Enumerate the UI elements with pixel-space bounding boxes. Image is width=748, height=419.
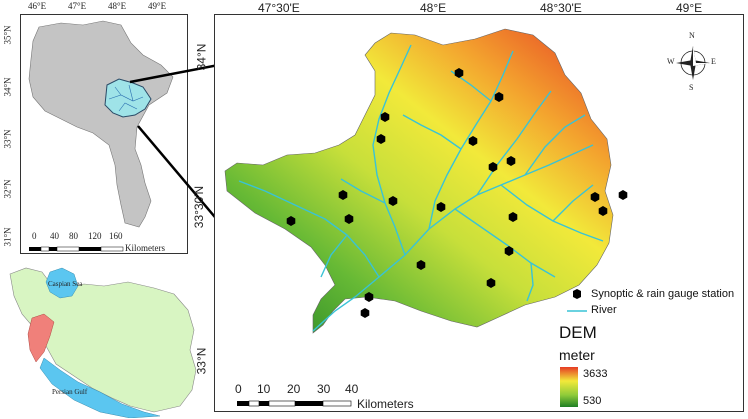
main-scale-0: 0 bbox=[235, 382, 242, 396]
gauge-station-marker-20 bbox=[364, 292, 374, 302]
gauge-station-marker-18 bbox=[416, 260, 426, 270]
gauge-station-marker-8 bbox=[338, 190, 348, 200]
main-lon-48-30: 48°30'E bbox=[540, 1, 582, 15]
legend-dem-min: 530 bbox=[583, 395, 602, 407]
inset-scale-80: 80 bbox=[69, 231, 78, 241]
gauge-station-marker-11 bbox=[286, 216, 296, 226]
inset-scale-120: 120 bbox=[88, 231, 102, 241]
gauge-station-marker-4 bbox=[468, 136, 478, 146]
main-lat-33-30: 33°30'N bbox=[192, 185, 207, 229]
inset-lon-49: 49°E bbox=[148, 1, 167, 11]
gauge-station-marker-1 bbox=[454, 68, 464, 78]
gauge-station-marker-5 bbox=[376, 134, 386, 144]
main-lon-48: 48°E bbox=[420, 1, 447, 15]
inset-lon-46: 46°E bbox=[28, 1, 47, 11]
gauge-station-marker-16 bbox=[508, 212, 518, 222]
gauge-station-marker-14 bbox=[598, 206, 608, 216]
stations-layer bbox=[286, 68, 628, 318]
inset-lat-33: 33°N bbox=[2, 129, 13, 149]
persian-gulf-label: Persian Gulf bbox=[52, 388, 88, 396]
gauge-station-marker-17 bbox=[504, 246, 514, 256]
inset-lon-47: 47°E bbox=[68, 1, 87, 11]
basin-dem-shape bbox=[224, 28, 614, 334]
dem-graphic bbox=[224, 28, 710, 407]
gauge-station-marker-21 bbox=[360, 308, 370, 318]
gauge-station-marker-6 bbox=[488, 162, 498, 172]
inset-lat-34: 34°N bbox=[2, 77, 13, 97]
river-network bbox=[238, 44, 604, 332]
province-inset-graphic bbox=[28, 20, 174, 252]
compass-w-label: W bbox=[667, 57, 675, 66]
gauge-station-marker-12 bbox=[344, 214, 354, 224]
inset-lat-32: 32°N bbox=[2, 179, 13, 199]
inset-scale-0: 0 bbox=[32, 231, 37, 241]
legend-river-label: River bbox=[591, 304, 617, 316]
main-lat-33: 33°N bbox=[194, 347, 209, 375]
province-inset-map: 0 40 80 120 160 Kilometers bbox=[20, 14, 188, 254]
compass-icon bbox=[676, 46, 710, 80]
gauge-station-marker-7 bbox=[506, 156, 516, 166]
legend-dem-unit: meter bbox=[559, 347, 595, 363]
main-scale-10: 10 bbox=[257, 382, 271, 396]
inset-lat-35: 35°N bbox=[2, 25, 13, 45]
main-scale-30: 30 bbox=[317, 382, 331, 396]
compass-s-label: S bbox=[689, 83, 694, 92]
basin-inset-rivers bbox=[108, 84, 144, 112]
main-lon-49: 49°E bbox=[676, 1, 703, 15]
basin-inset-shape bbox=[104, 78, 152, 118]
persian-gulf-shape bbox=[39, 357, 161, 418]
caspian-sea-shape bbox=[45, 267, 79, 299]
caspian-label: Caspian Sea bbox=[48, 280, 83, 288]
legend-station-marker bbox=[573, 289, 581, 299]
iran-inset-map: Caspian Sea Persian Gulf bbox=[4, 266, 200, 418]
compass-e-label: E bbox=[711, 57, 716, 66]
main-lat-34: 34°N bbox=[194, 43, 209, 71]
gauge-station-marker-2 bbox=[494, 92, 504, 102]
gauge-station-marker-3 bbox=[380, 112, 390, 122]
compass-n-label: N bbox=[689, 31, 695, 40]
main-lon-47-30: 47°30'E bbox=[258, 1, 300, 15]
inset-lon-48: 48°E bbox=[108, 1, 127, 11]
main-scale-unit: Kilometers bbox=[357, 397, 414, 411]
gauge-station-marker-15 bbox=[618, 190, 628, 200]
main-scale-bar bbox=[237, 400, 352, 407]
legend-dem-title: DEM bbox=[559, 323, 597, 342]
inset-scale-unit: Kilometers bbox=[125, 243, 165, 253]
gauge-station-marker-19 bbox=[486, 278, 496, 288]
gauge-station-marker-9 bbox=[388, 196, 398, 206]
gauge-station-marker-10 bbox=[436, 202, 446, 212]
inset-scale-40: 40 bbox=[50, 231, 59, 241]
inset-lat-31: 31°N bbox=[2, 227, 13, 247]
legend-station-label: Synoptic & rain gauge station bbox=[591, 288, 735, 300]
iran-inset-graphic bbox=[9, 267, 197, 418]
legend-dem-max: 3633 bbox=[583, 368, 608, 380]
main-scale-40: 40 bbox=[345, 382, 359, 396]
lorestan-highlight-shape bbox=[27, 313, 55, 363]
province-shape bbox=[28, 20, 174, 228]
gauge-station-marker-13 bbox=[590, 192, 600, 202]
dem-color-ramp bbox=[560, 367, 578, 407]
main-scale-20: 20 bbox=[287, 382, 301, 396]
inset-scale-bar bbox=[29, 246, 124, 252]
main-dem-map: N S E W Synoptic & rain gauge station Ri… bbox=[214, 14, 744, 412]
inset-scale-160: 160 bbox=[109, 231, 123, 241]
